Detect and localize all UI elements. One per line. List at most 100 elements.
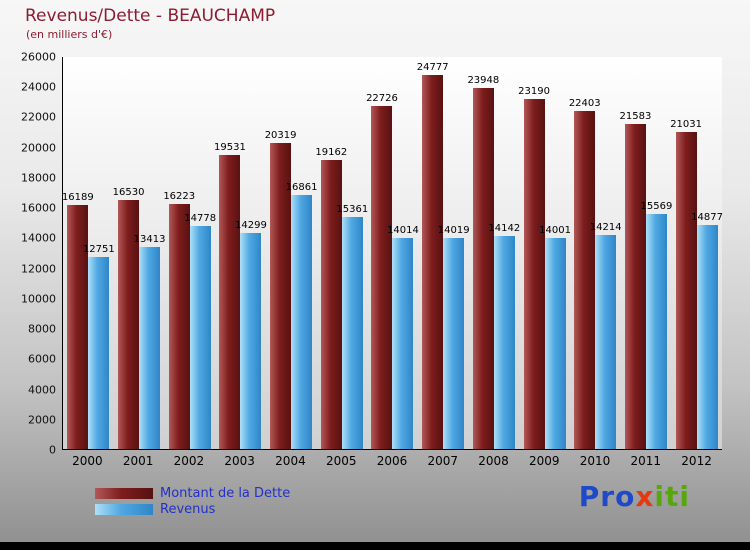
plot-area: 16189 12751 16530 13413 16223 14778 19531 14299… [62,57,723,450]
x-tick-label: 2005 [325,454,357,468]
bar-slot: 19162 [315,57,347,449]
y-tick-label: 10000 [21,292,56,306]
y-tick-label: 4000 [28,383,56,397]
x-tick-label: 2001 [122,454,154,468]
bar-dette [270,142,292,449]
legend-label-dette: Montant de la Dette [160,486,291,501]
x-axis: 2000 2001 2002 2003 2004 2005 2006 2007 2008 2009… [62,454,722,468]
value-label: 16223 [163,191,196,203]
bar-slot: 19531 [214,57,246,449]
value-label: 23190 [518,86,550,98]
bar-dette [371,106,393,449]
x-tick-label: 2010 [579,454,611,468]
y-axis: 0 2000 4000 6000 8000 10000 12000 14000 16000 180… [0,51,58,457]
y-tick-label: 16000 [21,201,56,215]
y-tick-label: 6000 [28,352,56,366]
bar-revenus [341,217,363,449]
y-tick-label: 22000 [21,110,56,124]
y-tick-label: 0 [49,443,56,457]
y-tick-label: 12000 [21,262,56,276]
bar-dette [67,204,89,449]
bar-slot: 13413 [134,57,165,449]
bar-slot: 20319 [265,57,297,449]
x-tick-label: 2009 [529,454,560,468]
value-label: 14778 [184,213,217,225]
bar-group: 16530 13413 [112,57,165,449]
bar-slot: 15361 [336,57,368,449]
value-label: 19531 [214,141,246,153]
x-tick-label: 2002 [173,454,205,468]
bar-slot: 21031 [670,57,702,449]
x-tick-label: 2004 [275,454,306,468]
y-tick-label: 20000 [21,141,56,155]
bar-group: 22403 14214 [569,57,622,449]
value-label: 16530 [112,186,145,198]
value-label: 15569 [640,201,673,213]
x-tick-label: 2008 [478,454,509,468]
bar-revenus [240,233,262,449]
bar-slot: 23948 [467,57,499,449]
bar-revenus [291,194,313,449]
y-tick-label: 26000 [21,50,56,64]
bar-revenus [493,235,515,449]
bar-group: 24777 14019 [417,57,470,449]
bar-slot: 23190 [518,57,550,449]
y-tick-label: 18000 [21,171,56,185]
bar-revenus [88,256,110,449]
logo-segment: Pro [578,480,636,513]
bar-group: 23190 14001 [518,57,571,449]
y-tick-label: 2000 [28,413,56,427]
bar-slot: 15569 [641,57,672,449]
bar-revenus [392,237,414,449]
bar-revenus [139,246,161,449]
logo-segment: iti [654,480,690,513]
y-tick-label: 24000 [21,80,56,94]
value-label: 14877 [691,211,723,223]
bar-revenus [443,237,465,449]
bar-slot: 14019 [438,57,470,449]
value-label: 22403 [568,98,601,110]
bar-revenus [645,214,667,449]
value-label: 14142 [488,222,521,234]
value-label: 19162 [315,147,348,159]
value-label: 14001 [539,224,571,236]
bar-group: 22726 14014 [366,57,419,449]
x-tick-label: 2011 [630,454,662,468]
x-tick-label: 2003 [224,454,255,468]
bar-group: 16189 12751 [62,57,115,449]
bar-group: 23948 14142 [467,57,521,449]
chart-subtitle: (en milliers d'€) [26,28,113,41]
bar-group: 19162 15361 [315,57,368,449]
bar-group: 20319 16861 [265,57,318,449]
value-label: 22726 [366,93,398,105]
bar-dette [168,204,190,449]
page-title: Revenus/Dette - BEAUCHAMP [25,6,276,26]
y-tick-label: 8000 [28,322,56,336]
bar-group: 19531 14299 [214,57,267,449]
x-tick-label: 2007 [427,454,459,468]
bar-slot: 22726 [366,57,398,449]
value-label: 21031 [670,118,702,130]
legend-item-dette: Montant de la Dette [95,487,290,500]
value-label: 14214 [589,221,622,233]
value-label: 15361 [336,204,369,216]
value-label: 21583 [619,110,652,122]
bar-dette [472,87,494,449]
proxiti-logo: Proxiti [579,480,690,513]
value-label: 14019 [437,224,470,236]
bar-slot: 22403 [569,57,601,449]
bar-dette [574,111,596,449]
bar-group: 21031 14877 [670,57,723,449]
bar-slot: 14877 [691,57,723,449]
bar-slot: 12751 [83,57,115,449]
bar-dette [320,160,342,449]
legend-swatch-revenus [95,504,153,515]
bar-slot: 21583 [620,57,651,449]
bar-slot: 16189 [62,57,94,449]
legend-label-revenus: Revenus [160,502,216,517]
logo-segment: x [635,480,655,513]
legend-swatch-dette [95,488,153,499]
bar-slot: 16861 [286,57,318,449]
bar-slot: 14001 [539,57,571,449]
value-label: 23948 [467,74,500,86]
